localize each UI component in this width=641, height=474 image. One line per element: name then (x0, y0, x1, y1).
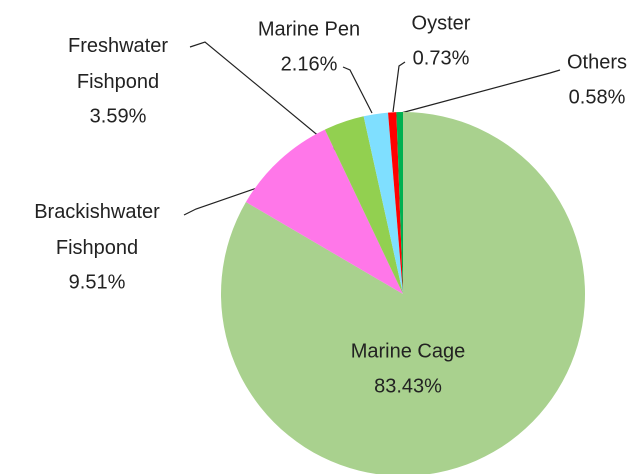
pie-slice (221, 112, 585, 474)
slice-value-label: 83.43% (374, 375, 442, 397)
slice-label: Others (567, 51, 627, 73)
slice-value-label: 3.59% (90, 105, 147, 127)
slice-value-label: 0.73% (413, 47, 470, 69)
pie-slice (245, 129, 403, 294)
leader-line (400, 69, 561, 114)
leader-line (342, 66, 373, 114)
label-line: Fishpond (56, 237, 138, 259)
leader-line (189, 41, 339, 153)
label-line: Fishpond (77, 71, 159, 93)
slices (221, 112, 585, 474)
leader-lines (183, 41, 561, 216)
leader-line (392, 61, 406, 113)
pie-slice (324, 116, 403, 295)
slice-label: Marine Pen (258, 18, 360, 40)
slice-value-label: 9.51% (69, 271, 126, 293)
slice-label: Oyster (412, 12, 471, 34)
slice-label: Brackishwater Fishpond (34, 201, 160, 259)
label-line: Freshwater (68, 35, 168, 57)
label-line: Brackishwater (34, 201, 160, 223)
pie-slice (363, 112, 403, 294)
slice-value-label: 2.16% (281, 53, 338, 75)
pie-slice (396, 112, 403, 294)
pie-slice (388, 112, 403, 294)
leader-line (183, 179, 281, 216)
slice-label: Freshwater Fishpond (68, 35, 168, 93)
slice-label: Marine Cage (351, 340, 466, 362)
slice-value-label: 0.58% (569, 86, 626, 108)
